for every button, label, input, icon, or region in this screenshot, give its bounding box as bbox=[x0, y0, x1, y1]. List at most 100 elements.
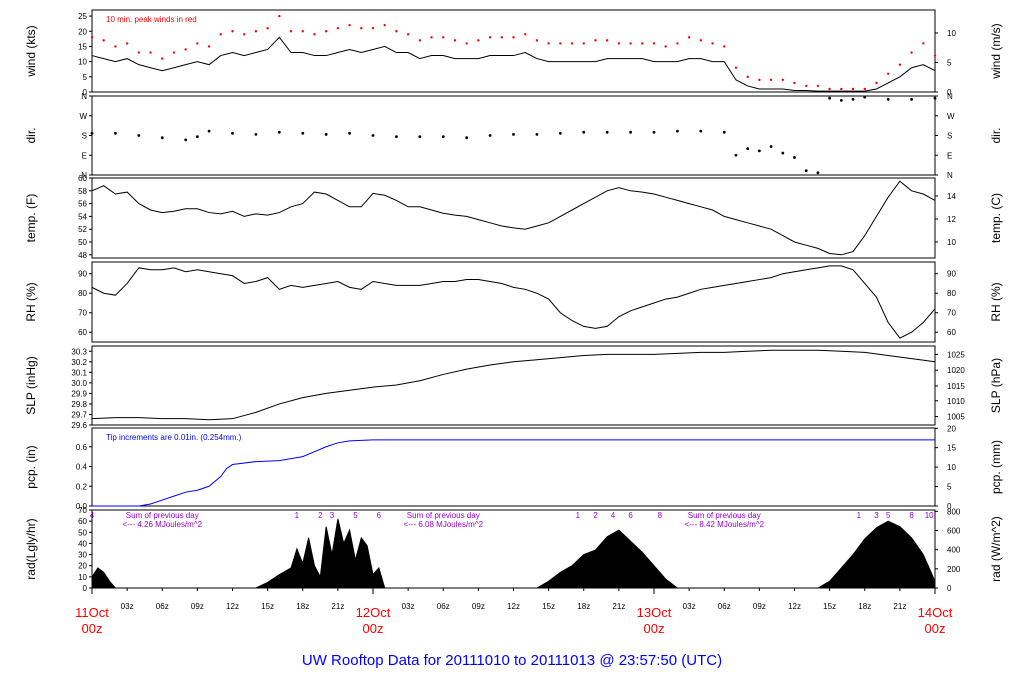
sunshine-hour-label: 8 bbox=[658, 511, 663, 520]
wind-right-axis-title: wind (m/s) bbox=[989, 23, 1003, 79]
wind-peak-point bbox=[828, 87, 831, 91]
wind-peak-point bbox=[851, 87, 855, 91]
rad-sum-value: <--- 8.42 MJoules/m^2 bbox=[684, 520, 764, 529]
rad-sum-label: Sum of previous day bbox=[407, 511, 480, 520]
wind-peak-point bbox=[746, 75, 749, 79]
wind-left-tick-label: 20 bbox=[78, 27, 87, 36]
dir-point bbox=[418, 135, 422, 138]
rad-left-tick-label: 20 bbox=[78, 562, 87, 571]
wind-peak-point bbox=[711, 42, 714, 45]
dir-point bbox=[804, 169, 808, 173]
dir-point bbox=[699, 129, 703, 133]
sunshine-hour-label: 4 bbox=[90, 511, 95, 520]
sunshine-hour-label: 5 bbox=[353, 511, 358, 520]
dir-left-tick-label: W bbox=[79, 112, 87, 121]
rh-right-axis-title: RH (%) bbox=[989, 282, 1003, 321]
wind-peak-point bbox=[641, 42, 644, 45]
temp-left-tick-label: 56 bbox=[78, 200, 87, 209]
rad-left-axis-title: rad(Lgly/hr) bbox=[24, 518, 38, 579]
pcp-left-tick-label: 0.0 bbox=[76, 502, 88, 511]
wind-peak-point bbox=[477, 39, 480, 42]
sunshine-hour-label: 10 bbox=[925, 511, 934, 520]
wind-peak-point bbox=[149, 51, 152, 54]
wind-peak-point bbox=[758, 78, 761, 82]
wind-peak-point bbox=[699, 39, 703, 42]
rad-right-axis-title: rad (W/m^2) bbox=[989, 516, 1003, 582]
slp-panel-frame bbox=[91, 345, 936, 426]
wind-peak-point bbox=[430, 36, 433, 39]
dir-point bbox=[465, 136, 469, 140]
wind-peak-point bbox=[723, 45, 726, 48]
pcp-left-axis-title: pcp. (in) bbox=[24, 445, 38, 488]
wind-right-tick-label: 0 bbox=[947, 88, 952, 97]
wind-peak-point bbox=[652, 42, 656, 45]
wind-peak-point bbox=[313, 33, 316, 36]
temp-left-tick-label: 58 bbox=[78, 187, 87, 196]
wind-left-tick-label: 15 bbox=[78, 42, 87, 51]
wind-peak-point bbox=[629, 42, 632, 45]
rh-right-tick-label: 60 bbox=[947, 328, 956, 337]
slp-left-tick-label: 29.9 bbox=[71, 389, 87, 398]
rh-left-tick-label: 80 bbox=[78, 289, 87, 298]
wind-peak-point bbox=[266, 27, 269, 30]
slp-right-tick-label: 1005 bbox=[947, 413, 965, 422]
wind-peak-point bbox=[559, 42, 562, 45]
dir-left-tick-label: N bbox=[81, 92, 87, 101]
temp-series-line bbox=[91, 180, 936, 256]
wind-series-line bbox=[91, 36, 936, 92]
wind-peak-point bbox=[196, 42, 199, 45]
dir-point bbox=[90, 131, 94, 135]
hour-tick-label: 03z bbox=[402, 602, 415, 611]
wind-peak-point bbox=[488, 36, 492, 39]
slp-left-tick-label: 30.2 bbox=[71, 358, 87, 367]
rh-right-tick-label: 80 bbox=[947, 289, 956, 298]
wind-right-tick-label: 10 bbox=[947, 29, 956, 38]
day-label: 12Oct bbox=[356, 605, 391, 620]
sunshine-hour-label: 6 bbox=[628, 511, 633, 520]
wind-peak-point bbox=[605, 39, 609, 42]
slp-left-tick-label: 30.3 bbox=[71, 347, 87, 356]
rad-left-tick-label: 70 bbox=[78, 506, 87, 515]
dir-point bbox=[910, 97, 913, 101]
slp-right-tick-label: 1015 bbox=[947, 382, 965, 391]
wind-peak-point bbox=[512, 36, 515, 39]
dir-point bbox=[301, 131, 305, 135]
wind-peak-point bbox=[676, 42, 679, 45]
temp-right-axis-title: temp. (C) bbox=[989, 193, 1003, 243]
dir-point bbox=[558, 131, 562, 135]
dir-point bbox=[160, 136, 164, 140]
hour-tick-label: 18z bbox=[296, 602, 309, 611]
rh-left-tick-label: 70 bbox=[78, 309, 87, 318]
dir-point bbox=[793, 156, 796, 159]
dir-right-tick-label: W bbox=[947, 112, 955, 121]
wind-peak-point bbox=[442, 36, 445, 39]
rad-left-tick-label: 10 bbox=[78, 573, 87, 582]
slp-right-tick-label: 1020 bbox=[947, 366, 965, 375]
rh-left-tick-label: 60 bbox=[78, 328, 87, 337]
dir-left-tick-label: N bbox=[81, 171, 87, 180]
hour-tick-label: 09z bbox=[753, 602, 766, 611]
wind-right-tick-label: 5 bbox=[947, 58, 952, 67]
sunshine-hour-label: 2 bbox=[593, 511, 598, 520]
dir-point bbox=[746, 147, 750, 151]
slp-left-tick-label: 30.0 bbox=[71, 379, 87, 388]
pcp-right-tick-label: 20 bbox=[947, 424, 956, 433]
dir-point bbox=[757, 149, 761, 153]
hour-tick-label: 06z bbox=[718, 602, 731, 611]
rad-area bbox=[91, 518, 936, 589]
wind-peak-point bbox=[570, 42, 574, 45]
dir-point bbox=[207, 129, 211, 133]
hour-tick-label: 12z bbox=[226, 602, 239, 611]
hour-tick-label: 15z bbox=[261, 602, 274, 611]
wind-peak-point bbox=[418, 39, 422, 42]
dir-point bbox=[137, 134, 141, 137]
dir-point bbox=[184, 138, 188, 142]
dir-point bbox=[324, 133, 328, 136]
dir-point bbox=[629, 130, 632, 134]
wind-peak-point bbox=[102, 39, 105, 42]
chart-footer-title: UW Rooftop Data for 20111010 to 20111013… bbox=[301, 652, 723, 669]
wind-peak-point bbox=[863, 87, 866, 91]
hour-tick-label: 15z bbox=[823, 602, 836, 611]
dir-right-axis-title: dir. bbox=[989, 127, 1003, 143]
